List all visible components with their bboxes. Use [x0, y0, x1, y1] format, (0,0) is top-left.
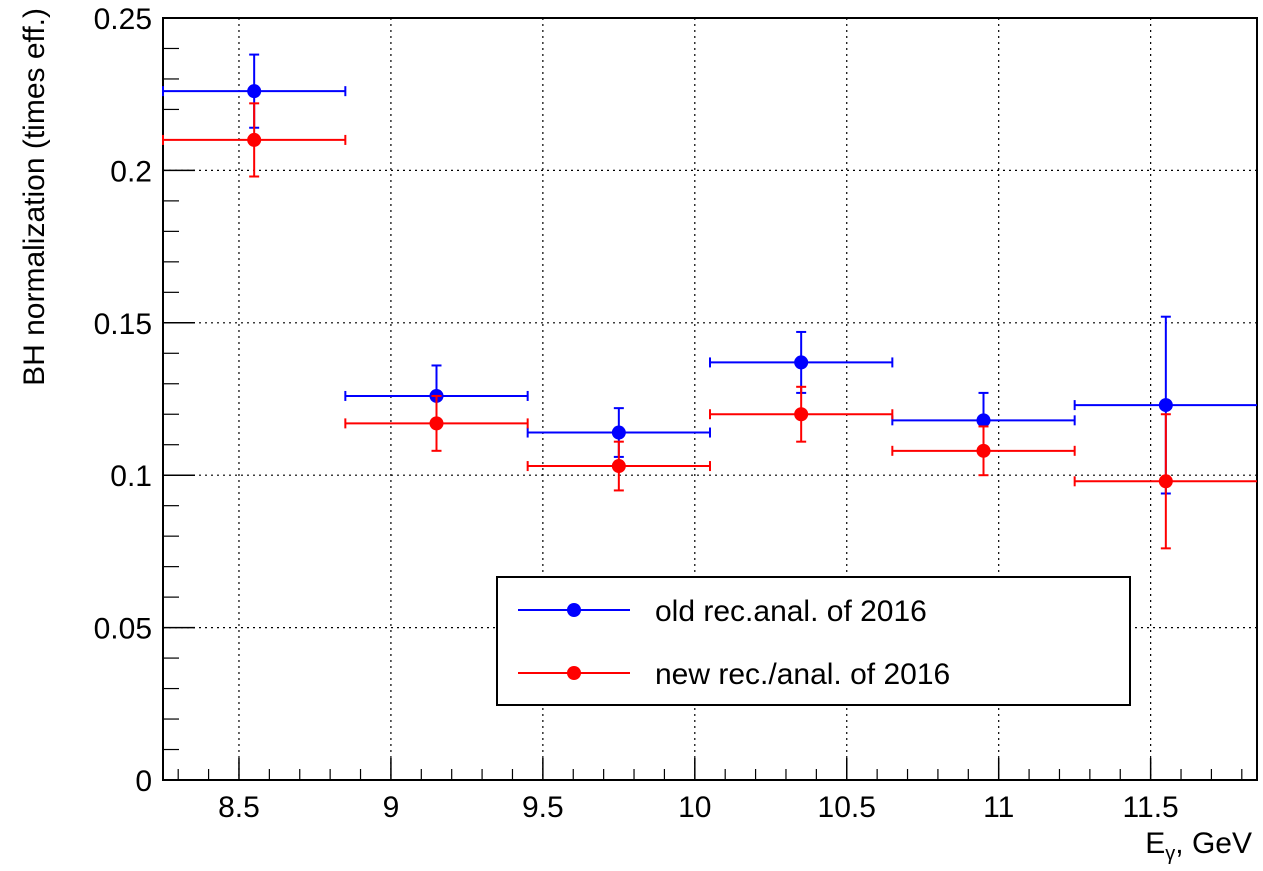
data-point: [1158, 398, 1173, 413]
y-tick-label: 0: [135, 765, 152, 798]
y-tick-label: 0.1: [110, 460, 152, 493]
data-point: [429, 416, 444, 431]
legend-box: [496, 576, 1131, 706]
y-tick-label: 0.25: [94, 3, 152, 36]
series-0: [162, 53, 1257, 495]
x-axis-title-suffix: , GeV: [1175, 827, 1252, 860]
plot-frame: [162, 17, 1258, 781]
legend-entry: new rec./anal. of 2016: [518, 658, 950, 691]
data-point: [1158, 474, 1173, 489]
series-1: [162, 102, 1257, 550]
data-point: [611, 425, 626, 440]
tick-labels: 8.5 9 9.5 10 10.5 11 11.5 0 0.05 0.1 0.15 0.2 0.25: [94, 3, 1179, 824]
x-axis-title: Eγ, GeV: [1145, 827, 1252, 865]
y-tick-label: 0.2: [110, 155, 152, 188]
data-points: [162, 53, 1257, 550]
legend-marker: [567, 666, 581, 680]
data-point: [611, 459, 626, 474]
x-axis-title-sub: γ: [1165, 843, 1175, 865]
legend-label: new rec./anal. of 2016: [655, 658, 950, 691]
data-point: [794, 355, 809, 370]
legend-marker: [567, 603, 581, 617]
y-axis-title: BH normalization (times eff.): [18, 8, 51, 386]
x-tick-label: 11.5: [1123, 791, 1179, 824]
x-tick-label: 11: [983, 791, 1014, 824]
data-point: [247, 132, 262, 147]
x-tick-label: 8.5: [218, 791, 260, 824]
data-point: [976, 413, 991, 428]
x-tick-label: 10: [678, 791, 711, 824]
legend: old rec.anal. of 2016 new rec./anal. of 2…: [496, 576, 1131, 706]
data-point: [247, 84, 262, 99]
x-tick-label: 9.5: [522, 791, 564, 824]
x-tick-label: 9: [383, 791, 400, 824]
y-tick-label: 0.05: [94, 613, 152, 646]
y-tick-label: 0.15: [94, 308, 152, 341]
data-point: [794, 407, 809, 422]
legend-label: old rec.anal. of 2016: [655, 595, 927, 628]
x-tick-label: 10.5: [818, 791, 876, 824]
x-axis-title-main: E: [1145, 827, 1165, 860]
data-point: [976, 443, 991, 458]
legend-entry: old rec.anal. of 2016: [518, 595, 927, 628]
